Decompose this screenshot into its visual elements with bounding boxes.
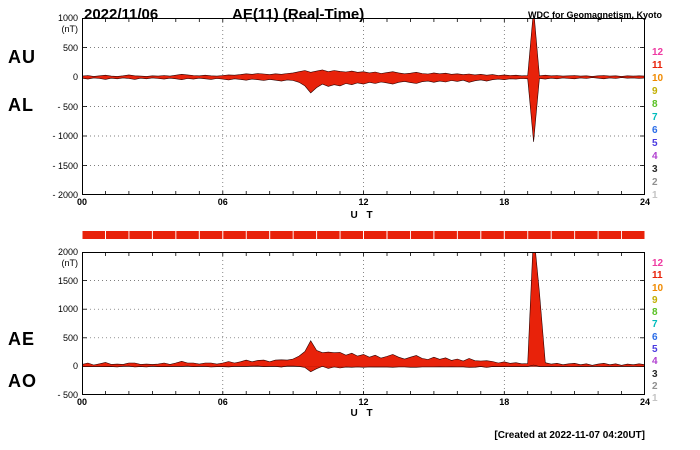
ut-axis-label-top: U T xyxy=(350,210,376,221)
y-tick-label: - 500 xyxy=(57,101,78,112)
x-tick-label: 24 xyxy=(639,397,650,407)
data-availability-bar xyxy=(82,231,645,239)
station-count-9: 9 xyxy=(652,86,658,97)
station-count-8: 8 xyxy=(652,307,658,319)
station-count-10: 10 xyxy=(652,73,664,84)
station-count-11: 11 xyxy=(652,270,663,282)
station-count-11: 11 xyxy=(652,60,663,71)
station-count-4: 4 xyxy=(652,151,658,162)
station-count-1: 1 xyxy=(652,393,658,405)
x-tick-label: 00 xyxy=(76,197,87,207)
ao-axis-label: AO xyxy=(8,371,37,391)
y-tick-label: - 2000 xyxy=(52,190,78,200)
x-tick-label: 18 xyxy=(499,397,510,407)
station-count-3: 3 xyxy=(652,164,658,175)
y-tick-label: - 500 xyxy=(57,390,78,400)
ae-ao-chart xyxy=(82,252,645,395)
y-axis-unit: (nT) xyxy=(61,258,79,268)
x-tick-label: 06 xyxy=(217,197,228,207)
station-count-8: 8 xyxy=(652,99,658,110)
y-tick-label: 1000 xyxy=(57,304,78,315)
station-count-7: 7 xyxy=(652,112,658,123)
station-count-legend-top: 12 11 10 9 8 7 6 5 4 3 2 1 xyxy=(652,46,676,202)
x-tick-label: 18 xyxy=(499,197,510,207)
x-tick-label: 24 xyxy=(639,197,650,207)
al-axis-label: AL xyxy=(8,95,34,115)
y-tick-label: - 1000 xyxy=(52,131,78,141)
station-count-4: 4 xyxy=(652,356,658,368)
y-tick-label: 0 xyxy=(72,361,78,372)
station-count-2: 2 xyxy=(652,380,658,392)
au-axis-label: AU xyxy=(8,47,36,67)
created-timestamp: [Created at 2022-11-07 04:20UT] xyxy=(494,430,645,441)
y-tick-label: 2000 xyxy=(57,247,78,257)
station-count-6: 6 xyxy=(652,331,658,343)
x-tick-label: 06 xyxy=(217,397,228,407)
y-tick-label: 1500 xyxy=(57,275,78,286)
station-count-legend-bottom: 12 11 10 9 8 7 6 5 4 3 2 1 xyxy=(652,258,676,406)
station-count-5: 5 xyxy=(652,344,658,356)
x-tick-label: 12 xyxy=(358,397,369,407)
x-tick-label: 00 xyxy=(76,397,87,407)
y-axis-unit: (nT) xyxy=(61,24,79,34)
station-count-3: 3 xyxy=(652,368,658,380)
ut-axis-label-bottom: U T xyxy=(350,408,376,419)
y-tick-label: 0 xyxy=(72,72,78,82)
station-count-1: 1 xyxy=(652,190,658,201)
y-tick-label: 500 xyxy=(62,332,78,343)
au-al-chart xyxy=(82,18,645,195)
station-count-2: 2 xyxy=(652,177,658,188)
y-tick-label: 1000 xyxy=(57,13,78,23)
station-count-10: 10 xyxy=(652,282,664,294)
source-credit: WDC for Geomagnetism, Kyoto xyxy=(527,10,662,20)
ae-axis-label: AE xyxy=(8,329,36,349)
y-tick-label: 500 xyxy=(62,42,78,53)
station-count-12: 12 xyxy=(652,258,664,269)
station-count-12: 12 xyxy=(652,47,664,58)
station-count-5: 5 xyxy=(652,138,658,149)
x-tick-label: 12 xyxy=(358,197,369,207)
station-count-6: 6 xyxy=(652,125,658,136)
y-tick-label: - 1500 xyxy=(52,160,78,171)
station-count-9: 9 xyxy=(652,294,658,306)
station-count-7: 7 xyxy=(652,319,658,331)
